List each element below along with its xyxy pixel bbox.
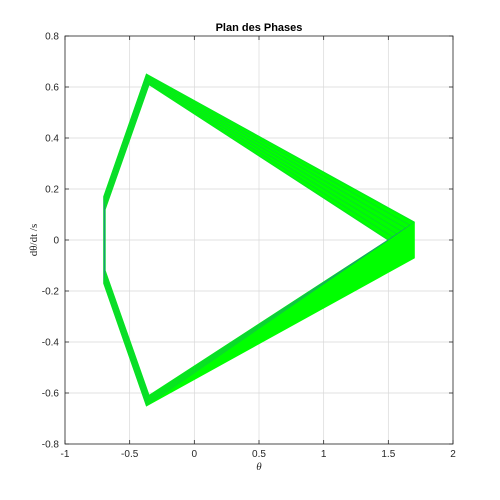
y-tick-label: -0.8 bbox=[42, 440, 60, 451]
y-tick-label: -0.6 bbox=[42, 389, 60, 400]
data-series bbox=[103, 73, 415, 407]
x-tick-label: -0.5 bbox=[121, 449, 139, 460]
trajectory-line bbox=[103, 74, 415, 407]
x-tick-label: 1 bbox=[321, 449, 327, 460]
trajectory-line bbox=[104, 84, 389, 396]
y-tick-label: 0 bbox=[53, 236, 59, 247]
x-tick-label: 2 bbox=[450, 449, 456, 460]
y-tick-label: -0.4 bbox=[42, 338, 60, 349]
y-tick-label: 0.4 bbox=[45, 134, 59, 145]
trajectory-line bbox=[104, 80, 398, 400]
x-tick-label: 1.5 bbox=[381, 449, 395, 460]
y-tick-label: 0.6 bbox=[45, 83, 59, 94]
x-axis-label: θ bbox=[256, 461, 262, 473]
y-axis-label: dθ/dt /s bbox=[28, 224, 40, 256]
trajectory-line bbox=[104, 82, 394, 398]
trajectory-line bbox=[103, 75, 411, 405]
chart-title: Plan des Phases bbox=[216, 22, 303, 34]
x-tick-label: -1 bbox=[61, 449, 70, 460]
y-tick-label: 0.2 bbox=[45, 185, 59, 196]
trajectory-line bbox=[104, 77, 406, 403]
y-tick-label: -0.2 bbox=[42, 287, 60, 298]
trajectory-line bbox=[104, 79, 402, 401]
x-tick-label: 0.5 bbox=[252, 449, 266, 460]
y-tick-label: 0.8 bbox=[45, 32, 59, 43]
x-tick-label: 0 bbox=[192, 449, 198, 460]
ticks: -1 -0.5 0 0.5 1 1.5 2 -0.8 -0.6 -0.4 -0.2 0 0.2 0.4 0.… bbox=[42, 32, 456, 461]
